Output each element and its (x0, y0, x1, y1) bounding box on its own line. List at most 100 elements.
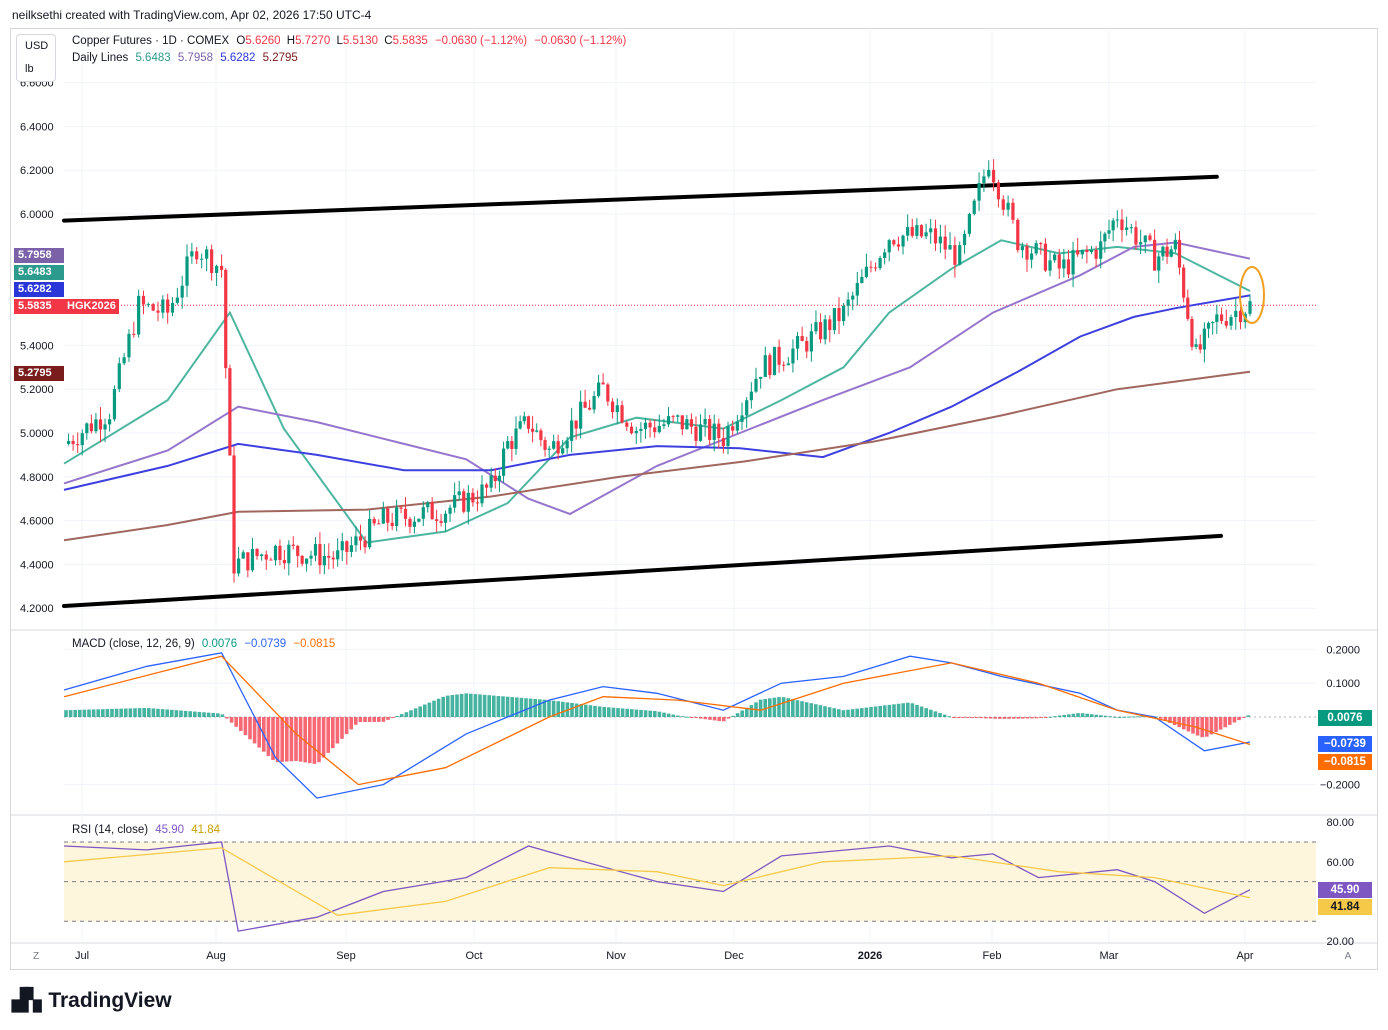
candle-up (340, 541, 344, 551)
macd-histogram-bar (901, 703, 905, 717)
candle-down (574, 420, 578, 429)
candle-down (156, 310, 160, 313)
unit-selector[interactable]: USD lb (16, 34, 56, 82)
daily-lines-legend[interactable]: Daily Lines 5.6483 5.7958 5.6282 5.2795 (72, 52, 298, 64)
macd-histogram-bar (1025, 717, 1030, 719)
time-tick: Aug (206, 950, 226, 962)
macd-histogram-bar (193, 711, 197, 717)
macd-histogram-bar (1044, 717, 1048, 718)
candle-up (1157, 256, 1161, 271)
candle-up (1125, 227, 1129, 231)
macd-histogram-bar (1241, 717, 1246, 718)
macd-histogram-bar (1218, 717, 1223, 730)
macd-histogram-bar (1057, 715, 1062, 717)
candle-down (828, 319, 832, 331)
macd-histogram-bar (717, 717, 721, 722)
rsi-line (63, 841, 1251, 932)
candle-up (161, 299, 165, 313)
macd-histogram-bar (441, 696, 445, 717)
macd-histogram-bar (188, 711, 192, 717)
macd-hist-axis-label: 0.0076 (1318, 710, 1372, 726)
price-tick: 4.8000 (20, 472, 54, 484)
macd-histogram-bar (1076, 713, 1080, 717)
unit-label[interactable]: lb (25, 63, 34, 75)
candle-up (924, 232, 928, 237)
candle-up (175, 297, 179, 303)
auto-scale-button[interactable]: A (1344, 951, 1352, 962)
line-value-4: 5.2795 (262, 52, 298, 64)
macd-tick: 0.1000 (1326, 678, 1360, 690)
macd-histogram-bar (731, 715, 735, 717)
candle-up (501, 448, 506, 476)
candle-down (1120, 219, 1124, 231)
symbol-legend[interactable]: Copper Futures · 1D · COMEX O5.6260 H5.7… (72, 35, 626, 47)
candle-up (639, 428, 643, 431)
candle-up (85, 423, 89, 434)
rsi-label: RSI (14, close) (72, 824, 149, 836)
ma-line-blue (63, 294, 1251, 491)
candle-up (795, 336, 800, 349)
candle-up (1161, 246, 1165, 257)
candle-up (448, 507, 452, 514)
price-tick: 5.0000 (20, 428, 54, 440)
macd-legend[interactable]: MACD (close, 12, 26, 9) 0.0076 −0.0739 −… (72, 638, 335, 650)
candle-down (166, 299, 170, 313)
macd-histogram-bar (680, 716, 685, 718)
macd-histogram-bar (68, 710, 73, 717)
macd-histogram-bar (326, 717, 330, 753)
candle-up (676, 415, 680, 417)
candle-down (873, 267, 878, 269)
macd-histogram-bar (147, 708, 151, 717)
currency-label[interactable]: USD (25, 40, 49, 52)
candle-down (1043, 243, 1048, 271)
channel-upper-line (62, 174, 1219, 223)
candle-up (703, 419, 707, 425)
macd-histogram-bar (363, 717, 367, 723)
candle-up (615, 405, 619, 413)
candle-up (122, 357, 126, 364)
macd-histogram-bar (984, 717, 988, 719)
macd-histogram-bar (321, 717, 326, 758)
candle-down (399, 507, 403, 509)
candle-up (190, 251, 194, 257)
macd-label: MACD (close, 12, 26, 9) (72, 638, 195, 650)
macd-histogram-bar (625, 708, 629, 717)
macd-histogram-bar (538, 699, 542, 717)
candle-down (219, 265, 224, 270)
candle-down (377, 523, 381, 525)
macd-histogram-bar (1085, 713, 1089, 717)
macd-histogram-bar (73, 709, 77, 717)
candle-up (929, 228, 933, 233)
candle-up (426, 502, 430, 508)
macd-histogram-bar (515, 697, 519, 717)
candle-up (967, 213, 971, 234)
tradingview-logo-icon: ▟▚ (12, 989, 41, 1012)
candle-down (141, 295, 146, 305)
macd-histogram-bar (413, 708, 418, 717)
candle-down (1011, 202, 1015, 220)
candle-down (435, 519, 439, 522)
macd-histogram-bar (988, 717, 993, 719)
candle-down (390, 522, 394, 527)
rsi-legend[interactable]: RSI (14, close) 45.90 41.84 (72, 824, 220, 836)
macd-histogram-bar (947, 716, 951, 718)
candle-up (977, 183, 981, 201)
candle-down (430, 502, 434, 520)
candle-up (1229, 317, 1233, 326)
macd-histogram-bar (961, 717, 965, 718)
macd-histogram-bar (979, 717, 984, 719)
candle-down (195, 251, 199, 260)
macd-histogram-bar (266, 717, 271, 756)
low-value: 5.5130 (342, 35, 379, 47)
candle-down (278, 545, 282, 560)
zoom-button[interactable]: Z (32, 951, 40, 962)
price-tick: 4.6000 (20, 516, 54, 528)
candle-up (1194, 344, 1198, 347)
candle-up (791, 348, 795, 364)
macd-histogram-bar (883, 705, 887, 717)
macd-histogram-bar (381, 717, 386, 722)
macd-histogram-bar (662, 712, 666, 717)
macd-histogram-bar (620, 708, 625, 717)
macd-histogram-bar (450, 695, 455, 717)
